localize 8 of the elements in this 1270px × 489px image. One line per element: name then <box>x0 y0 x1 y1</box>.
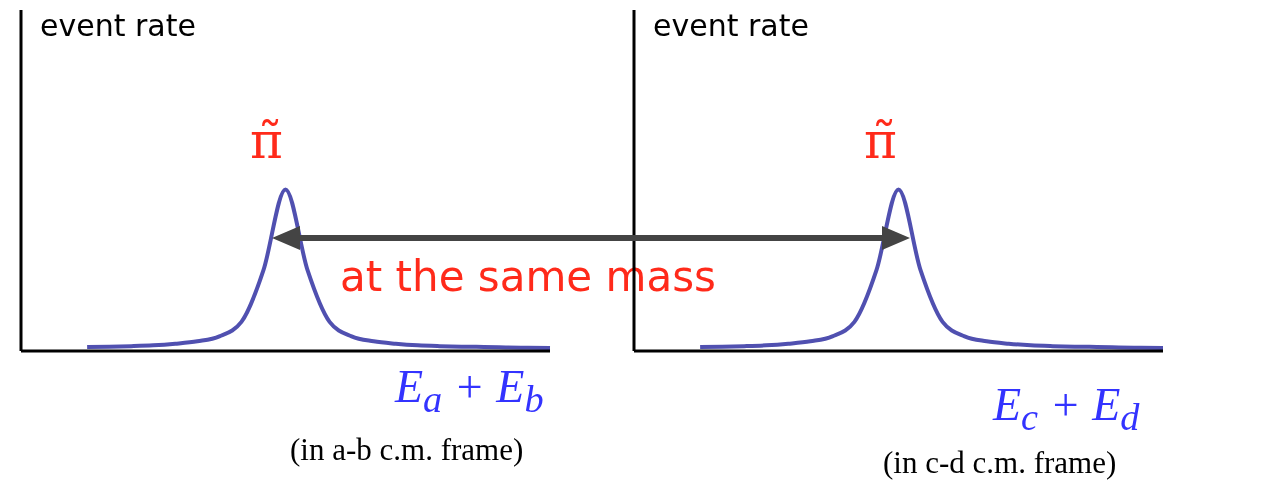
text: (in a-b c.m. frame) <box>290 432 524 468</box>
text: (in c-d c.m. frame) <box>883 445 1117 481</box>
x-axis-title: E$_{c}$ + E$_{d}$ <box>993 378 1140 440</box>
y-axis-title: event rate <box>40 8 196 43</box>
text: π̃ <box>250 112 283 170</box>
x-axis-title: E$_{a}$ + E$_{b}$ <box>395 360 544 422</box>
y-axis-title: event rate <box>653 8 809 43</box>
text: π̃ <box>864 112 897 170</box>
